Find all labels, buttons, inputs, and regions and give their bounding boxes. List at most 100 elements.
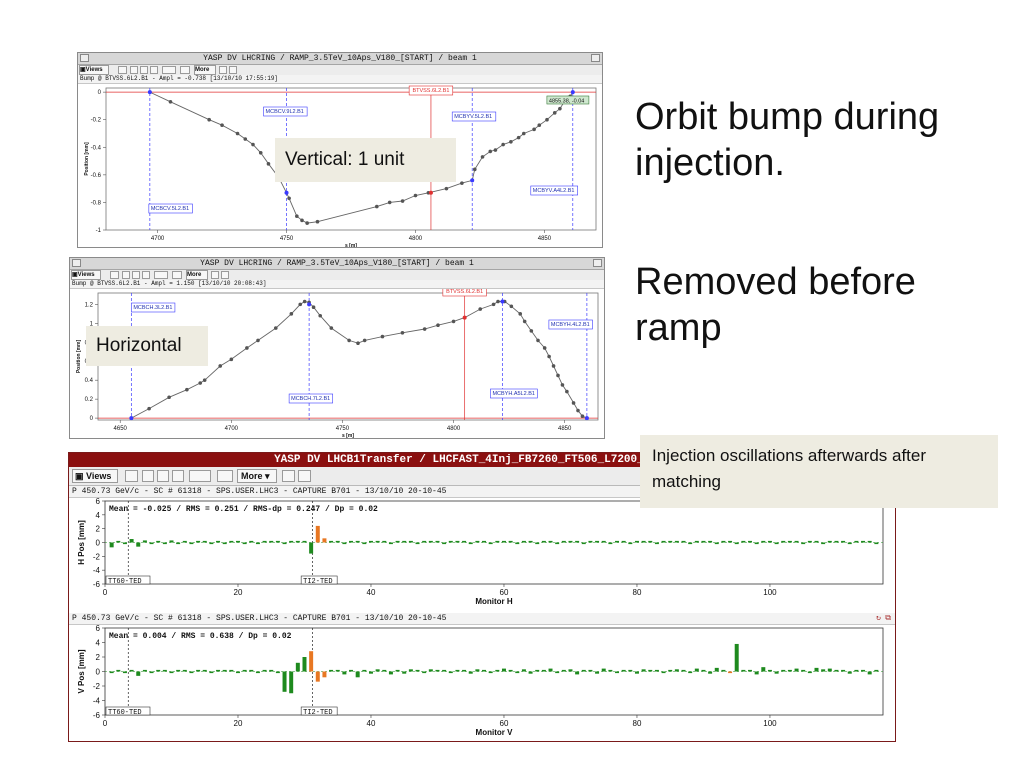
- export-button[interactable]: [282, 470, 295, 482]
- settings-button[interactable]: [189, 470, 211, 482]
- monitor-bar: [654, 669, 659, 672]
- orbit-point: [256, 338, 260, 343]
- grid2-button[interactable]: [132, 271, 140, 279]
- print-button[interactable]: [298, 470, 311, 482]
- detach-icon[interactable]: ⧉: [885, 614, 891, 623]
- export-button[interactable]: [219, 66, 227, 74]
- orbit-point: [245, 346, 249, 350]
- settings-button[interactable]: [154, 271, 168, 279]
- y-tick-label: -0.6: [91, 173, 102, 179]
- monitor-bar: [854, 669, 859, 672]
- views-button[interactable]: ▣Views: [79, 65, 109, 75]
- tag-box: [105, 575, 151, 585]
- settings-button[interactable]: [162, 66, 176, 74]
- monitor-bar: [621, 540, 626, 543]
- monitor-bar: [701, 540, 706, 543]
- y-tick-label: -4: [93, 697, 101, 706]
- more-button[interactable]: More: [194, 65, 216, 75]
- orbit-point: [547, 354, 551, 359]
- orbit-point: [580, 414, 585, 419]
- monitor-bar: [388, 671, 393, 675]
- window-title: YASP DV LHCRING / RAMP_3.5TeV_10Aps_V180…: [200, 259, 474, 268]
- stats-text: Mean = 0.004 / RMS = 0.638 / Dp = 0.02: [109, 632, 292, 641]
- monitor-bar: [508, 540, 513, 543]
- monitor-bar: [821, 542, 826, 545]
- monitor-bar: [807, 671, 812, 674]
- monitor-bar: [834, 540, 839, 543]
- table-button[interactable]: [217, 470, 233, 482]
- grid2-button[interactable]: [140, 66, 148, 74]
- monitor-bar: [388, 542, 393, 545]
- more-button[interactable]: More ▾: [237, 469, 277, 483]
- x-tick-label: 4800: [409, 236, 423, 242]
- layout-button[interactable]: [118, 66, 127, 74]
- window-close-button[interactable]: [593, 259, 602, 267]
- window-menu-button[interactable]: [72, 259, 81, 267]
- monitor-bar: [249, 540, 254, 543]
- orbit-point: [311, 305, 316, 310]
- orbit-point: [536, 338, 540, 343]
- window-menu-button[interactable]: [80, 54, 89, 62]
- monitor-bar: [535, 542, 540, 545]
- monitor-bar: [122, 671, 127, 674]
- grid1-button[interactable]: [142, 470, 154, 482]
- monitor-bar: [841, 540, 846, 543]
- monitor-bar: [468, 671, 473, 674]
- monitor-bar: [867, 671, 872, 675]
- table-button[interactable]: [172, 271, 182, 279]
- views-button[interactable]: ▣Views: [71, 270, 101, 280]
- corrector-label-box: [263, 106, 308, 117]
- orbit-point: [374, 204, 379, 209]
- monitor-bar: [275, 540, 280, 543]
- orbit-point: [576, 408, 580, 413]
- orbit-point: [436, 323, 440, 328]
- grid3-button[interactable]: [172, 470, 184, 482]
- monitor-bar: [255, 671, 260, 674]
- grid3-button[interactable]: [150, 66, 158, 74]
- window-close-button[interactable]: [591, 54, 600, 62]
- orbit-point: [509, 139, 513, 144]
- layout-button[interactable]: [110, 271, 119, 279]
- slide-heading-removed: Removed before ramp: [635, 261, 916, 349]
- monitor-bar: [176, 669, 181, 672]
- views-button[interactable]: ▣ Views: [72, 469, 118, 483]
- corrector-label: MCBCV.9L2.B1: [266, 109, 304, 115]
- monitor-bar: [242, 542, 247, 545]
- grid3-button[interactable]: [142, 271, 150, 279]
- monitor-bar: [841, 669, 846, 672]
- corrector-point: [307, 302, 312, 307]
- orbit-point: [571, 401, 576, 405]
- monitor-bar: [634, 540, 639, 543]
- monitor-bar: [508, 669, 513, 672]
- corrector-point: [284, 190, 289, 195]
- layout-button[interactable]: [125, 470, 138, 482]
- x-tick-label: 4750: [336, 426, 350, 432]
- orbit-point: [266, 162, 271, 166]
- orbit-point: [251, 142, 255, 147]
- monitor-bar: [827, 540, 832, 543]
- print-button[interactable]: [229, 66, 237, 74]
- monitor-bar: [209, 542, 214, 545]
- orbit-point: [258, 150, 263, 155]
- monitor-bar: [714, 667, 719, 672]
- grid2-button[interactable]: [157, 470, 169, 482]
- refresh-icon[interactable]: ↻: [876, 614, 881, 623]
- monitor-bar: [368, 540, 373, 543]
- x-tick-label: 4850: [558, 426, 572, 432]
- monitor-bar: [435, 540, 440, 543]
- monitor-bar: [475, 669, 480, 672]
- monitor-bar: [482, 669, 487, 672]
- monitor-bar: [242, 669, 247, 672]
- monitor-bar: [541, 540, 546, 543]
- table-button[interactable]: [180, 66, 190, 74]
- export-button[interactable]: [211, 271, 219, 279]
- grid1-button[interactable]: [122, 271, 130, 279]
- print-button[interactable]: [221, 271, 229, 279]
- orbit-point: [168, 99, 173, 104]
- monitor-bar: [162, 669, 167, 672]
- more-button[interactable]: More: [186, 270, 208, 280]
- grid1-button[interactable]: [130, 66, 138, 74]
- monitor-bar: [674, 669, 679, 672]
- x-tick-label: 20: [234, 719, 243, 728]
